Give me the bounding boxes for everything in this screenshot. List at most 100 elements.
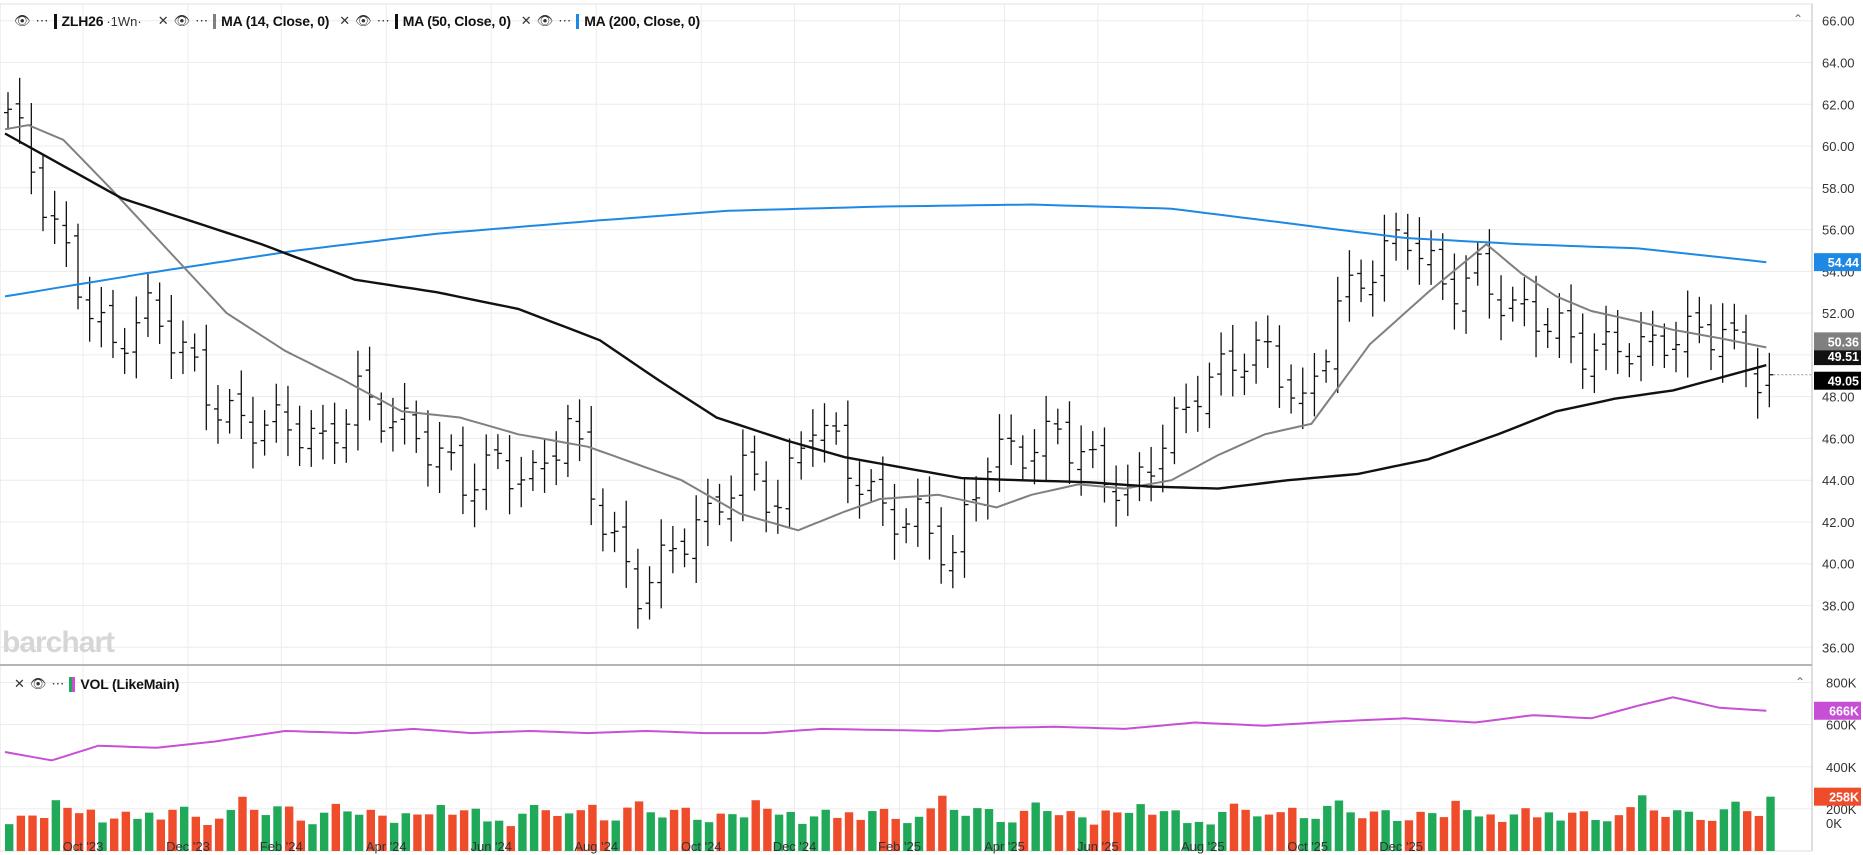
price-bar <box>587 406 596 526</box>
price-bar <box>738 429 747 522</box>
volume-bar <box>98 822 107 851</box>
visibility-eye-icon[interactable]: 👁 <box>29 676 47 691</box>
volume-bar <box>1381 810 1390 851</box>
volume-bar <box>249 809 259 851</box>
volume-bar <box>786 811 795 851</box>
price-bar <box>1438 233 1447 301</box>
price-bar <box>155 282 164 344</box>
date-tick-label: Feb '25 <box>878 839 921 854</box>
volume-bar <box>938 795 947 851</box>
visibility-eye-icon[interactable]: 👁 <box>173 13 191 28</box>
price-bar <box>937 507 946 584</box>
volume-bar <box>1369 811 1379 851</box>
volume-bar <box>1078 817 1087 851</box>
price-bar <box>1170 396 1179 465</box>
collapse-top-chevron-icon[interactable]: ⌃ <box>1793 12 1804 26</box>
value-tag: 49.51 <box>1814 347 1861 366</box>
volume-bar <box>133 818 142 851</box>
volume-bar <box>261 815 271 851</box>
volume-bar <box>599 820 609 851</box>
volume-bar <box>914 816 924 851</box>
price-bar <box>948 534 957 589</box>
price-bar <box>598 488 607 552</box>
remove-study-close-icon[interactable]: ✕ <box>157 13 169 28</box>
volume-bar <box>1019 810 1029 851</box>
price-bar <box>925 476 934 560</box>
volume-tick-label: 0K <box>1826 816 1842 831</box>
more-options-icon[interactable]: ⋯ <box>376 13 390 28</box>
date-tick-label: Oct '25 <box>1287 839 1328 854</box>
volume-bar <box>401 813 410 851</box>
ma200-label: MA (200, Close, 0) <box>584 13 700 29</box>
price-tick-label: 62.00 <box>1822 97 1855 112</box>
date-tick-label: Dec '24 <box>773 839 817 854</box>
volume-bar <box>1626 807 1635 851</box>
volume-bar <box>203 824 212 851</box>
price-bar <box>1252 321 1261 384</box>
price-bar <box>1532 275 1541 358</box>
ma200-line <box>4 203 1767 298</box>
remove-study-close-icon[interactable]: ✕ <box>520 13 532 28</box>
volume-bar <box>658 817 667 851</box>
volume-bar <box>1673 810 1682 851</box>
price-bar <box>62 201 71 267</box>
price-bar <box>1147 446 1156 502</box>
volume-bar <box>1288 807 1297 851</box>
price-bar <box>458 426 467 515</box>
volume-bar <box>1439 817 1449 851</box>
volume-bar <box>1486 814 1495 851</box>
price-bar <box>645 566 654 620</box>
more-options-icon[interactable]: ⋯ <box>51 676 65 691</box>
visibility-eye-icon[interactable]: 👁 <box>536 13 554 28</box>
volume-bar <box>1159 811 1169 851</box>
price-bar <box>108 289 117 359</box>
collapse-volume-chevron-icon[interactable]: ⌃ <box>1795 675 1806 689</box>
price-bar <box>1578 313 1587 389</box>
price-bar <box>248 396 257 469</box>
volume-bar <box>1766 796 1775 851</box>
visibility-eye-icon[interactable]: 👁 <box>355 13 372 28</box>
price-legend: 👁 ⋯ ZLH26 ·1Wn· ✕ 👁 ⋯ MA (14, Close, 0) … <box>14 13 710 29</box>
visibility-eye-icon[interactable]: 👁 <box>14 13 31 28</box>
volume-bar <box>518 813 527 851</box>
symbol-color-swatch <box>53 13 57 29</box>
volume-bar <box>471 808 480 851</box>
volume-bar <box>1684 811 1694 851</box>
price-bar <box>1240 353 1249 396</box>
volume-bar <box>1498 821 1507 851</box>
volume-bar <box>1719 809 1729 851</box>
price-tick-label: 64.00 <box>1822 55 1855 70</box>
price-bar <box>470 463 479 528</box>
more-options-icon[interactable]: ⋯ <box>558 13 572 28</box>
price-bar <box>610 511 619 553</box>
price-bar <box>808 409 817 467</box>
date-tick-label: Dec '23 <box>166 839 210 854</box>
price-bar <box>1473 241 1482 286</box>
volume-bar <box>1334 800 1344 851</box>
volume-bar <box>1743 811 1752 851</box>
volume-bar <box>716 813 725 851</box>
price-bar <box>1555 293 1564 358</box>
remove-study-close-icon[interactable]: ✕ <box>14 676 25 691</box>
price-bar <box>120 327 129 374</box>
price-bar <box>1182 383 1191 434</box>
svg-text:50.36: 50.36 <box>1828 335 1859 349</box>
price-bar <box>1380 214 1389 302</box>
price-bar <box>890 483 899 560</box>
volume-bar <box>483 821 492 851</box>
more-options-icon[interactable]: ⋯ <box>35 13 49 28</box>
volume-bar <box>179 806 189 851</box>
more-options-icon[interactable]: ⋯ <box>195 13 209 28</box>
volume-bar <box>751 800 760 851</box>
price-bar <box>1602 305 1611 371</box>
remove-study-close-icon[interactable]: ✕ <box>339 13 351 28</box>
price-bar <box>1310 352 1319 417</box>
volume-bar <box>1521 808 1530 851</box>
volume-bar <box>1614 815 1624 851</box>
volume-bar <box>809 816 819 851</box>
volume-bar <box>459 810 469 851</box>
plot-area <box>0 3 1813 852</box>
ma14-line <box>4 124 1767 532</box>
